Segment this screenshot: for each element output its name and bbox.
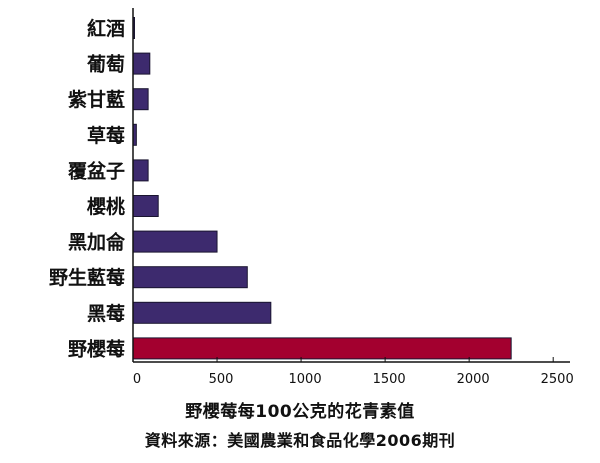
category-label: 草莓	[87, 124, 125, 147]
category-label: 紅酒	[87, 17, 125, 40]
x-tick-label: 2000	[457, 372, 490, 387]
category-label: 黑加侖	[68, 231, 126, 254]
x-tick-label: 0	[133, 372, 141, 387]
category-label: 櫻桃	[86, 195, 125, 218]
bar-7	[132, 230, 218, 253]
bar-6	[132, 195, 159, 217]
bar-9	[132, 301, 272, 324]
x-tick-label: 2500	[541, 372, 574, 387]
x-tick-label: 500	[209, 372, 234, 387]
x-axis: 0 500 1000 1500 2000 2500	[132, 8, 574, 387]
bars-layer	[132, 17, 512, 360]
bar-10	[132, 337, 512, 360]
category-label: 紫甘藍	[68, 89, 125, 111]
bar-3	[132, 88, 149, 111]
x-tick-label: 1500	[373, 372, 406, 387]
category-label: 覆盆子	[67, 159, 125, 182]
chart-source: 資料來源：美國農業和食品化學2006期刊	[144, 431, 456, 450]
category-label: 野櫻莓	[68, 337, 125, 360]
x-tick-label: 1000	[289, 372, 322, 387]
bar-5	[132, 159, 149, 182]
category-label: 黑莓	[87, 302, 125, 325]
category-label: 葡萄	[87, 53, 125, 76]
bar-2	[132, 52, 151, 75]
bar-8	[132, 266, 248, 289]
category-label: 野生藍莓	[49, 266, 125, 289]
chart-title: 野櫻莓每100公克的花青素值	[185, 402, 415, 422]
